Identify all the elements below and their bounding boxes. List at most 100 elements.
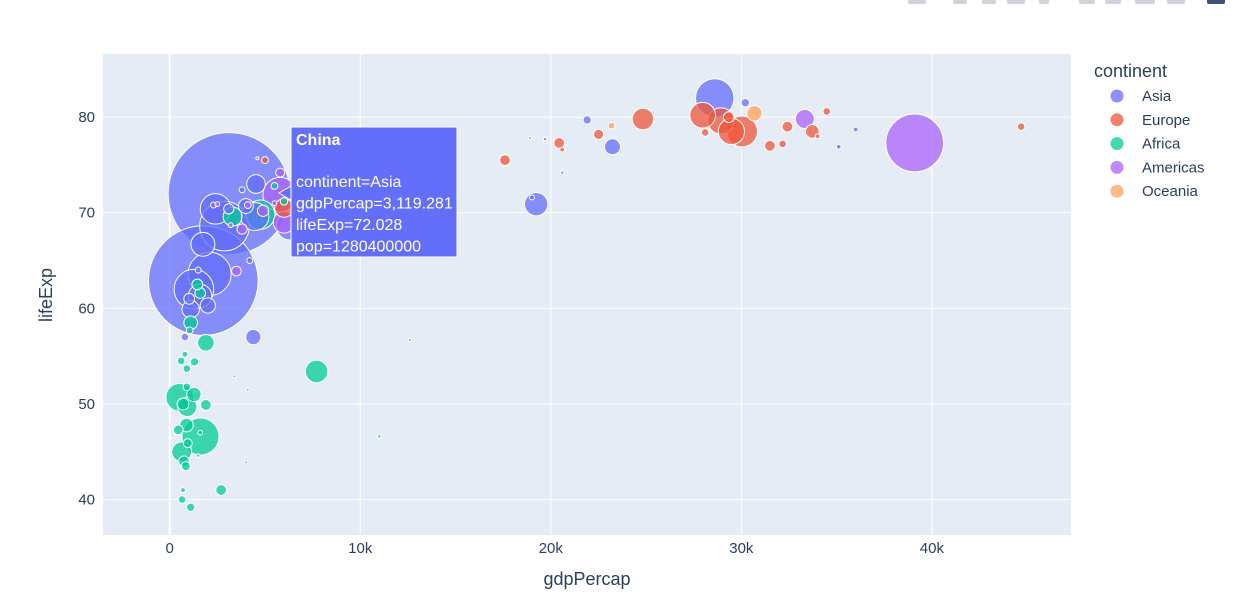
bubble-europe[interactable] [631,107,655,131]
bubble-europe[interactable] [700,128,710,137]
x-axis-title: gdpPercap [543,569,630,589]
bubble-africa[interactable] [186,386,202,403]
bubble-africa[interactable] [185,326,194,335]
bubble-asia[interactable] [223,203,235,215]
bubble-europe[interactable] [722,111,735,124]
bubble-oceania[interactable] [746,105,763,122]
bubble-asia[interactable] [245,328,262,346]
bubble-africa[interactable] [243,460,248,465]
bubble-oceania[interactable] [607,121,616,130]
autoscale-icon[interactable] [1135,0,1155,4]
bubble-africa[interactable] [196,453,201,458]
plotly-logo-icon[interactable] [1207,0,1225,4]
box-select-icon[interactable] [1007,0,1025,4]
tooltip-line: gdpPercap=3,119.281 [296,196,453,213]
bubble-europe[interactable] [261,156,269,165]
bubble-asia[interactable] [246,174,266,194]
bubble-africa[interactable] [197,333,215,352]
bubble-africa[interactable] [176,397,190,411]
bubble-europe[interactable] [499,154,511,167]
bubble-asia[interactable] [199,297,216,314]
bubble-africa[interactable] [245,387,250,392]
bubble-africa[interactable] [182,382,192,392]
bubble-africa[interactable] [177,495,187,504]
bubble-americas[interactable] [885,113,945,173]
bubble-americas[interactable] [227,222,234,229]
bubble-africa[interactable] [185,502,196,512]
bubble-africa[interactable] [191,278,204,291]
legend-marker [1110,184,1124,198]
bubble-africa[interactable] [182,364,192,373]
legend-item-europe[interactable]: Europe [1110,112,1191,129]
bubble-asia[interactable] [582,115,592,125]
bubble-europe[interactable] [1016,122,1026,131]
bubble-asia[interactable] [529,194,535,201]
bubble-americas[interactable] [231,265,242,277]
legend-item-asia[interactable]: Asia [1110,88,1172,105]
bubble-americas[interactable] [243,201,252,209]
bubble-asia[interactable] [190,231,216,257]
legend-item-americas[interactable]: Americas [1110,159,1205,176]
zoom-out-icon[interactable] [1105,0,1121,4]
bubble-asia[interactable] [852,126,859,133]
legend-item-africa[interactable]: Africa [1110,136,1182,153]
bubble-americas[interactable] [214,201,221,208]
bubble-europe[interactable] [822,107,832,116]
bubble-asia[interactable] [194,266,202,274]
bubble-africa[interactable] [180,461,191,472]
bubble-europe[interactable] [559,146,566,153]
bubble-africa[interactable] [181,350,189,358]
bubble-asia[interactable] [183,292,196,305]
bubble-europe[interactable] [778,139,787,149]
bubble-asia[interactable] [603,138,621,156]
bubble-asia[interactable] [238,186,246,194]
bubble-europe[interactable] [814,133,821,140]
legend-label: Africa [1142,136,1181,153]
bubble-americas[interactable] [794,109,815,130]
bubble-asia[interactable] [835,143,842,150]
bubble-africa[interactable] [176,356,186,366]
tooltip-line: pop=1280400000 [296,239,421,256]
bubble-africa[interactable] [189,357,200,367]
bubble-africa[interactable] [270,182,279,190]
bubble-asia[interactable] [542,136,548,142]
bubble-africa[interactable] [232,374,237,379]
zoom-in-icon[interactable] [1079,0,1095,4]
bubble-europe[interactable] [689,101,716,129]
bubble-americas[interactable] [271,200,278,207]
bubble-asia[interactable] [180,332,190,342]
bubble-europe[interactable] [781,120,794,133]
bubble-africa[interactable] [279,196,289,206]
bubble-africa[interactable] [407,337,412,342]
reset-axes-icon[interactable] [1167,0,1185,4]
bubble-africa[interactable] [304,359,329,384]
pan-icon[interactable] [982,0,996,4]
bubble-asia[interactable] [560,170,565,175]
bubble-europe[interactable] [764,139,776,152]
bubble-asia[interactable] [740,98,751,108]
x-axis-ticks: 0 10k 20k 30k 40k [166,540,945,557]
bubble-americas[interactable] [275,167,286,178]
bubble-americas[interactable] [527,136,532,141]
legend-marker [1110,113,1124,127]
bubble-africa[interactable] [377,434,382,439]
bubble-americas[interactable] [255,156,260,161]
lasso-select-icon[interactable] [1039,0,1049,4]
zoom-icon[interactable] [953,0,967,4]
bubble-americas[interactable] [236,223,248,235]
bubble-asia[interactable] [246,257,254,265]
bubble-africa[interactable] [215,484,228,496]
bubble-africa[interactable] [182,438,193,449]
camera-icon[interactable] [908,0,926,4]
legend-label: Europe [1142,112,1190,129]
bubble-europe[interactable] [553,137,565,149]
bubble-americas[interactable] [256,204,270,217]
bubble-europe[interactable] [593,128,605,140]
bubble-africa[interactable] [197,429,204,436]
bubble-asia[interactable] [523,191,549,217]
bubble-africa[interactable] [200,399,212,411]
legend-item-oceania[interactable]: Oceania [1110,183,1199,200]
bubble-africa[interactable] [180,487,186,493]
y-tick-label: 50 [78,396,95,413]
bubble-africa[interactable] [172,424,184,436]
